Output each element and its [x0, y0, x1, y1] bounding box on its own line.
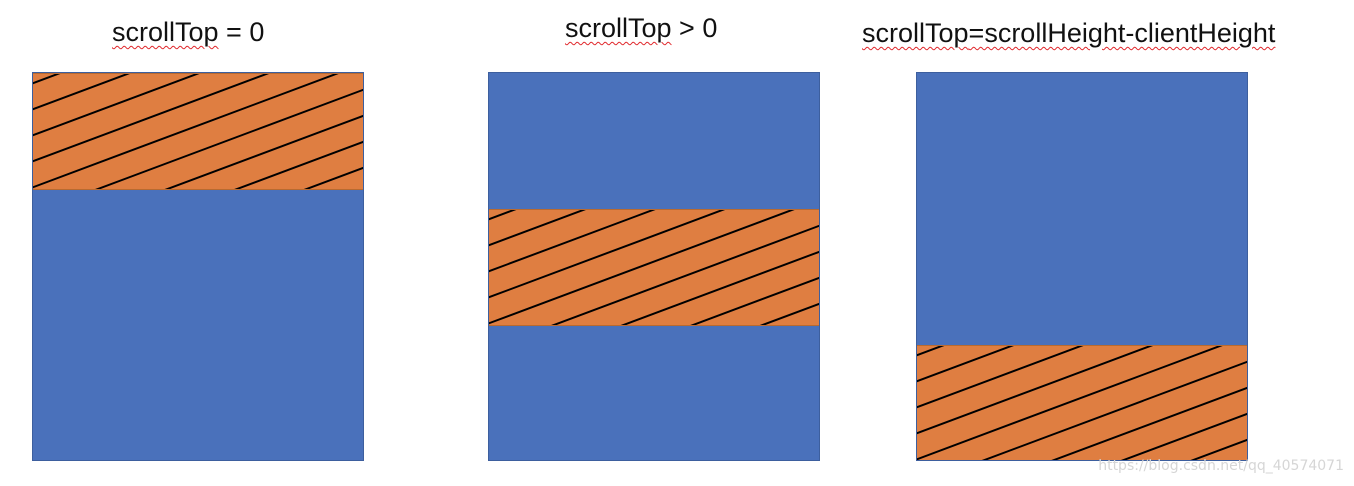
hatch-line [551, 224, 819, 325]
hatch-line [95, 88, 363, 189]
hatch-pattern [33, 74, 363, 189]
panel-3-visible-viewport [917, 345, 1247, 460]
hatch-line [489, 210, 517, 221]
hatch-line [981, 360, 1247, 460]
hatch-line [234, 140, 363, 189]
panel-1-title-rest: = 0 [218, 17, 265, 47]
hatch-line [917, 346, 945, 357]
hatch-line [489, 210, 795, 325]
panel-3-title-rest: =scrollHeight-clientHeight [968, 18, 1276, 48]
hatch-line [917, 346, 1223, 460]
panel-2-scroll-content [488, 72, 820, 461]
panel-2-title-keyword: scrollTop [565, 13, 672, 43]
hatch-line [33, 74, 61, 85]
panel-2-title: scrollTop > 0 [565, 15, 717, 42]
hatch-line [1190, 438, 1247, 460]
watermark: https://blog.csdn.net/qq_40574071 [1098, 458, 1344, 474]
hatch-line [917, 346, 1014, 383]
hatch-line [1120, 412, 1247, 460]
hatch-line [33, 74, 200, 137]
panel-3-title-keyword: scrollTop [862, 18, 969, 48]
hatch-pattern [489, 210, 819, 325]
panel-1-title: scrollTop = 0 [112, 19, 264, 46]
hatch-line [33, 74, 339, 189]
hatch-line [489, 210, 726, 299]
hatch-line [620, 250, 819, 325]
hatch-line [917, 346, 1084, 409]
panel-1-title-keyword: scrollTop [112, 17, 219, 47]
hatch-line [33, 74, 130, 111]
hatch-pattern [917, 346, 1247, 460]
panel-3-title: scrollTop=scrollHeight-clientHeight [862, 20, 1275, 47]
panel-3-scroll-content [916, 72, 1248, 461]
hatch-line [489, 210, 586, 247]
panel-1-visible-viewport [33, 73, 363, 190]
hatch-line [1051, 386, 1247, 460]
hatch-line [489, 210, 656, 273]
hatch-line [33, 74, 270, 163]
hatch-line [303, 166, 363, 189]
panel-2-visible-viewport [489, 209, 819, 326]
panel-1-scroll-content [32, 72, 364, 461]
hatch-line [164, 114, 363, 189]
hatch-line [917, 346, 1154, 435]
hatch-line [759, 302, 819, 325]
panel-2-title-rest: > 0 [671, 13, 718, 43]
hatch-line [690, 276, 819, 325]
